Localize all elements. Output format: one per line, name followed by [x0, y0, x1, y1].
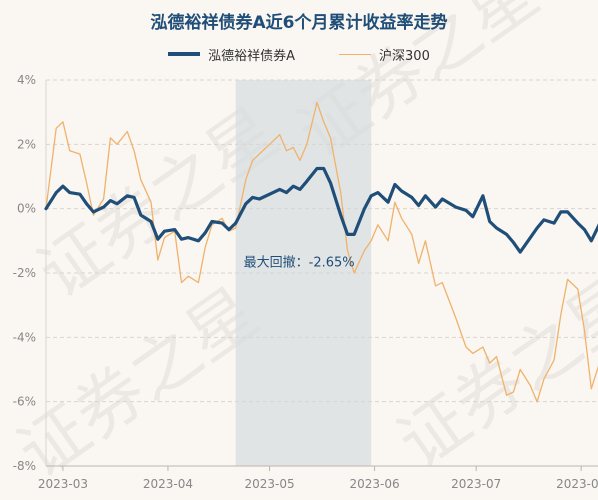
x-tick-label: 2023-03 [38, 477, 88, 491]
legend-item-fund[interactable]: 泓德裕祥债券A [168, 45, 295, 64]
watermark-text: 证券之星 [384, 263, 598, 484]
y-axis-ticks: 4% 2% 0% -2% -4% -6% -8% [13, 73, 36, 473]
x-axis-ticks: 2023-03 2023-04 2023-05 2023-06 2023-07 2023-… [38, 466, 598, 491]
legend-label-fund: 泓德裕祥债券A [208, 48, 296, 64]
legend-item-index[interactable]: 沪深300 [339, 45, 430, 64]
legend-swatch-fund [168, 52, 201, 56]
x-tick-label: 2023-07 [451, 477, 501, 491]
x-tick-label: 2023-06 [349, 477, 399, 491]
max-drawdown-label: 最大回撤：-2.65% [244, 255, 355, 271]
y-tick-label: 2% [17, 137, 36, 151]
chart-title: 泓德裕祥债券A近6个月累计收益率走势 [150, 13, 448, 33]
watermark-text: 证券之星 [4, 273, 272, 494]
x-tick-label: 2023-05 [244, 477, 294, 491]
grid-lines [45, 79, 598, 467]
y-tick-label: -8% [13, 459, 36, 473]
y-tick-label: -2% [13, 266, 36, 280]
series-layer [44, 101, 598, 403]
series-line-index[interactable] [45, 101, 598, 403]
y-tick-label: -4% [13, 330, 36, 344]
legend-label-index: 沪深300 [379, 48, 430, 64]
x-tick-label: 2023-08 [556, 477, 598, 491]
legend-swatch-index [339, 53, 372, 55]
series-line-fund[interactable] [44, 166, 598, 254]
y-tick-label: 4% [17, 73, 36, 87]
x-tick-label: 2023-04 [143, 477, 193, 491]
y-tick-label: -6% [13, 395, 36, 409]
y-tick-label: 0% [17, 202, 36, 216]
chart-legend: 泓德裕祥债券A 沪深300 [0, 44, 598, 64]
